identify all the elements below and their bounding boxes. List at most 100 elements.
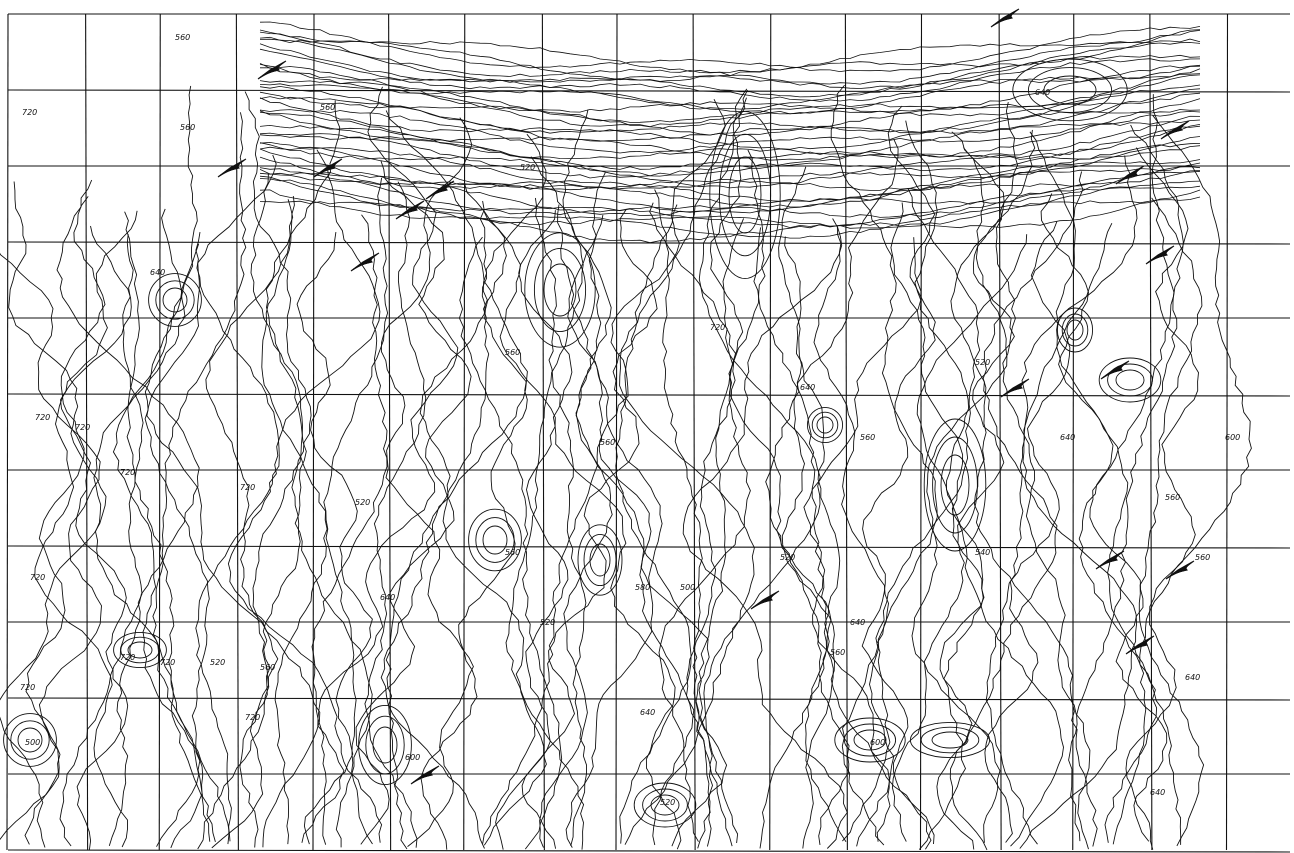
contour-elevation-label: 560 — [505, 348, 520, 357]
contour-line — [296, 232, 373, 845]
contour-line — [841, 187, 981, 846]
contour-line — [259, 156, 1201, 208]
steep-slope-hatch — [359, 258, 373, 266]
contour-elevation-label: 560 — [600, 438, 615, 447]
contour-loop — [1115, 369, 1145, 391]
contour-line — [598, 99, 728, 847]
contour-line — [152, 112, 247, 842]
grid-line-vertical — [6, 13, 9, 851]
steep-slope-hatch — [999, 14, 1013, 22]
steep-slope-hatch — [1124, 171, 1138, 179]
contour-line — [259, 115, 1201, 170]
steep-slope-hatch — [1104, 556, 1118, 564]
contour-line — [1029, 131, 1158, 843]
contour-elevation-label: 640 — [150, 268, 165, 277]
contour-elevation-label: 520 — [355, 498, 370, 507]
contour-elevation-label: 640 — [380, 593, 395, 602]
contour-loop — [1107, 363, 1153, 397]
steep-slope-hatch — [1174, 566, 1188, 574]
contour-loop — [816, 416, 834, 434]
contour-loop — [633, 782, 697, 828]
contour-line — [420, 210, 528, 850]
contour-line — [784, 236, 841, 849]
contour-elevation-label: 520 — [660, 798, 675, 807]
contour-line — [259, 189, 1201, 239]
contour-line — [709, 88, 850, 845]
contour-loop — [811, 411, 839, 439]
contour-loop — [358, 704, 412, 786]
contour-line — [985, 223, 1113, 845]
grid-line-vertical — [235, 13, 239, 851]
contour-line — [260, 65, 1201, 110]
contour-line — [984, 221, 1071, 843]
contour-elevation-label: 720 — [245, 713, 260, 722]
grid-line-horizontal — [7, 89, 1291, 93]
contour-elevation-label: 640 — [1060, 433, 1075, 442]
contour-elevation-label: 520 — [975, 358, 990, 367]
contour-line — [654, 189, 712, 847]
grid-line-vertical — [158, 13, 161, 851]
contour-line — [813, 225, 895, 847]
steep-slope-hatch — [404, 206, 418, 214]
contour-elevation-label: 560 — [320, 103, 335, 112]
contour-line — [259, 125, 1201, 179]
grid-line-vertical — [998, 13, 1002, 851]
contour-elevation-label: 600 — [1225, 433, 1240, 442]
grid-line-vertical — [1072, 13, 1075, 851]
contour-line — [259, 124, 1201, 177]
grid-line-vertical — [463, 13, 466, 851]
contour-elevation-label: 600 — [405, 753, 420, 762]
contour-loop — [155, 280, 195, 320]
contour-loop — [468, 508, 522, 572]
steep-slope-hatch — [1134, 641, 1148, 649]
contour-line — [505, 156, 585, 850]
contour-line — [565, 172, 663, 848]
steep-slope-hatch — [266, 66, 280, 74]
contour-line — [259, 36, 1201, 89]
contour-loop — [113, 631, 167, 669]
contour-loop — [17, 727, 43, 753]
contour-elevation-label: 560 — [180, 123, 195, 132]
contour-line — [0, 252, 102, 841]
contour-line — [112, 208, 204, 849]
grid-line-vertical — [615, 13, 618, 851]
contour-line — [265, 100, 373, 848]
contour-line — [60, 210, 138, 850]
contour-line — [259, 21, 1201, 73]
contour-elevation-label: 520 — [780, 553, 795, 562]
grid-line-vertical — [85, 13, 89, 851]
contour-line — [458, 236, 563, 850]
contour-line — [380, 117, 474, 847]
contour-loop — [932, 436, 978, 534]
contour-line — [311, 214, 388, 845]
contour-elevation-label: 540 — [975, 548, 990, 557]
contour-line — [649, 202, 751, 842]
contour-line — [56, 179, 200, 847]
contour-elevation-label: 640 — [850, 618, 865, 627]
contour-elevation-label: 720 — [22, 108, 37, 117]
contour-loop — [1098, 357, 1162, 403]
steep-slope-clusters — [217, 8, 1195, 785]
contour-line — [1125, 147, 1199, 850]
contour-line — [24, 196, 106, 845]
contour-loop — [650, 794, 680, 816]
contour-loop — [843, 723, 897, 757]
contour-elevation-label: 560 — [505, 548, 520, 557]
contour-elevation-label: 520 — [520, 163, 535, 172]
steep-slope-hatch — [226, 164, 240, 172]
contour-line — [259, 91, 1201, 137]
grid-line-vertical — [692, 13, 696, 851]
contour-elevation-label: 560 — [1165, 493, 1180, 502]
grid-line-vertical — [1149, 13, 1153, 851]
contour-loop — [1043, 75, 1097, 105]
contour-line — [259, 74, 1201, 128]
contour-loop — [120, 636, 160, 664]
contour-elevation-label: 720 — [710, 323, 725, 332]
grid-line-vertical — [844, 13, 848, 851]
contour-elevation-label: 560 — [860, 433, 875, 442]
contour-line — [259, 43, 1201, 98]
contour-line — [949, 129, 1058, 851]
contour-line — [686, 218, 745, 849]
contour-elevation-label: 720 — [35, 413, 50, 422]
grid-line-horizontal — [7, 545, 1291, 549]
